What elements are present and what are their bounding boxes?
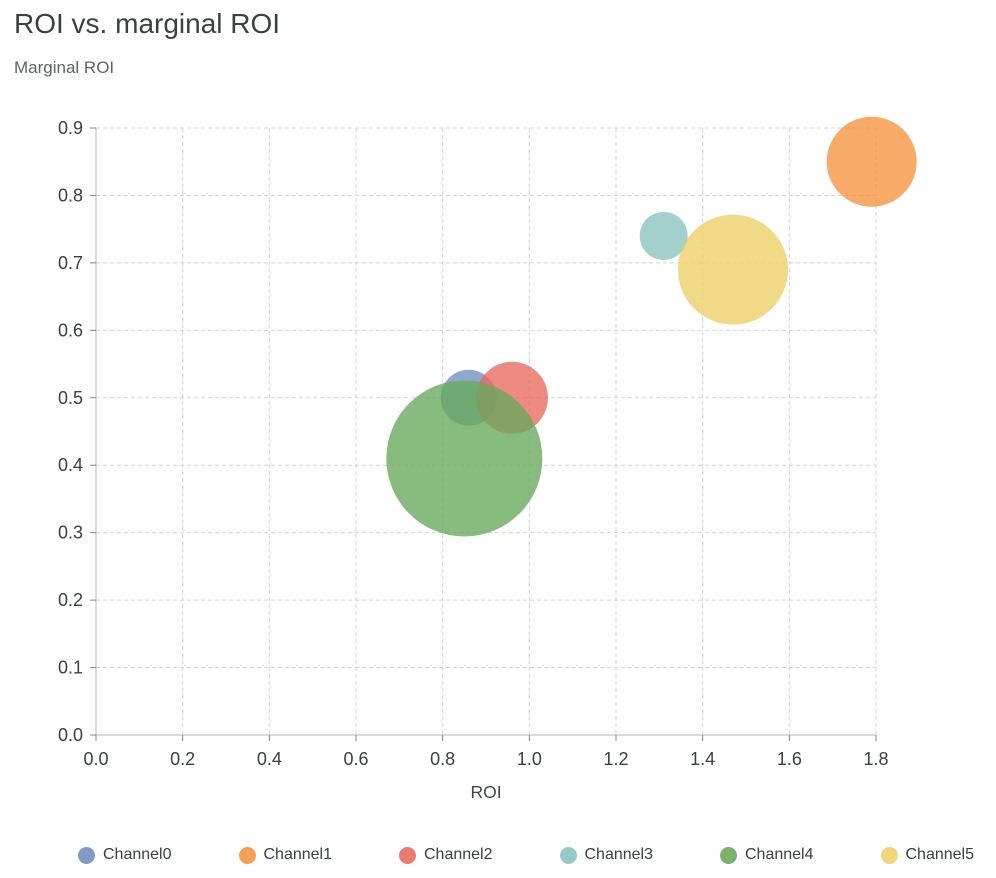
y-axis-title: Marginal ROI <box>14 58 115 77</box>
y-tick-label: 0.5 <box>58 388 83 408</box>
y-tick-label: 0.0 <box>58 725 83 745</box>
legend-label: Channel1 <box>263 846 333 863</box>
x-tick-label: 0.8 <box>430 749 455 769</box>
bubble-chart: 0.0 0.2 0.4 0.6 0.8 1.0 1.2 1.4 1.6 1.8 0.0 0.1 0.2 0… <box>58 116 917 802</box>
y-tick-label: 0.7 <box>58 253 83 273</box>
bubble-channel1[interactable] <box>826 116 917 207</box>
y-tick-label: 0.8 <box>58 185 83 205</box>
legend-dot-channel2 <box>399 846 416 864</box>
legend-dot-channel3 <box>559 846 577 864</box>
bubble-channel5[interactable] <box>678 214 788 325</box>
legend-dot-channel0 <box>78 846 95 864</box>
legend-dot-channel4 <box>720 846 737 864</box>
y-tick-label: 0.3 <box>58 523 83 543</box>
x-tick-label: 0.2 <box>170 749 195 769</box>
x-tick-label: 0.6 <box>343 749 368 769</box>
y-tick-label: 0.9 <box>58 118 83 138</box>
x-tick-label: 1.8 <box>863 749 888 769</box>
y-tick-label: 0.2 <box>58 590 83 610</box>
x-tick-label: 1.6 <box>777 749 802 769</box>
legend-label: Channel0 <box>103 846 172 863</box>
legend-dot-channel5 <box>880 846 898 864</box>
y-tick-label: 0.4 <box>58 455 83 475</box>
bubble-channel3[interactable] <box>639 211 688 260</box>
legend: Channel0 Channel1 Channel2 Channel3 Channel4… <box>0 846 996 864</box>
bubble-channel4[interactable] <box>386 380 543 537</box>
legend-item-channel4[interactable]: Channel4 <box>720 846 814 864</box>
legend-item-channel2[interactable]: Channel2 <box>399 846 493 864</box>
x-axis-title: ROI <box>470 782 501 802</box>
y-tick-label: 0.1 <box>58 658 83 678</box>
x-tick-label: 1.0 <box>517 749 542 769</box>
legend-label: Channel3 <box>584 846 654 863</box>
legend-label: Channel4 <box>745 846 814 863</box>
legend-item-channel5[interactable]: Channel5 <box>880 846 975 864</box>
legend-item-channel1[interactable]: Channel1 <box>238 846 333 864</box>
legend-label: Channel2 <box>424 846 493 863</box>
chart-title: ROI vs. marginal ROI <box>14 8 281 39</box>
legend-item-channel0[interactable]: Channel0 <box>78 846 172 864</box>
x-tick-label: 1.4 <box>690 749 715 769</box>
x-tick-label: 0.0 <box>83 749 108 769</box>
x-tick-label: 0.4 <box>257 749 282 769</box>
legend-dot-channel1 <box>238 846 256 864</box>
legend-item-channel3[interactable]: Channel3 <box>559 846 654 864</box>
x-tick-label: 1.2 <box>603 749 628 769</box>
legend-label: Channel5 <box>905 846 975 863</box>
y-tick-label: 0.6 <box>58 320 83 340</box>
